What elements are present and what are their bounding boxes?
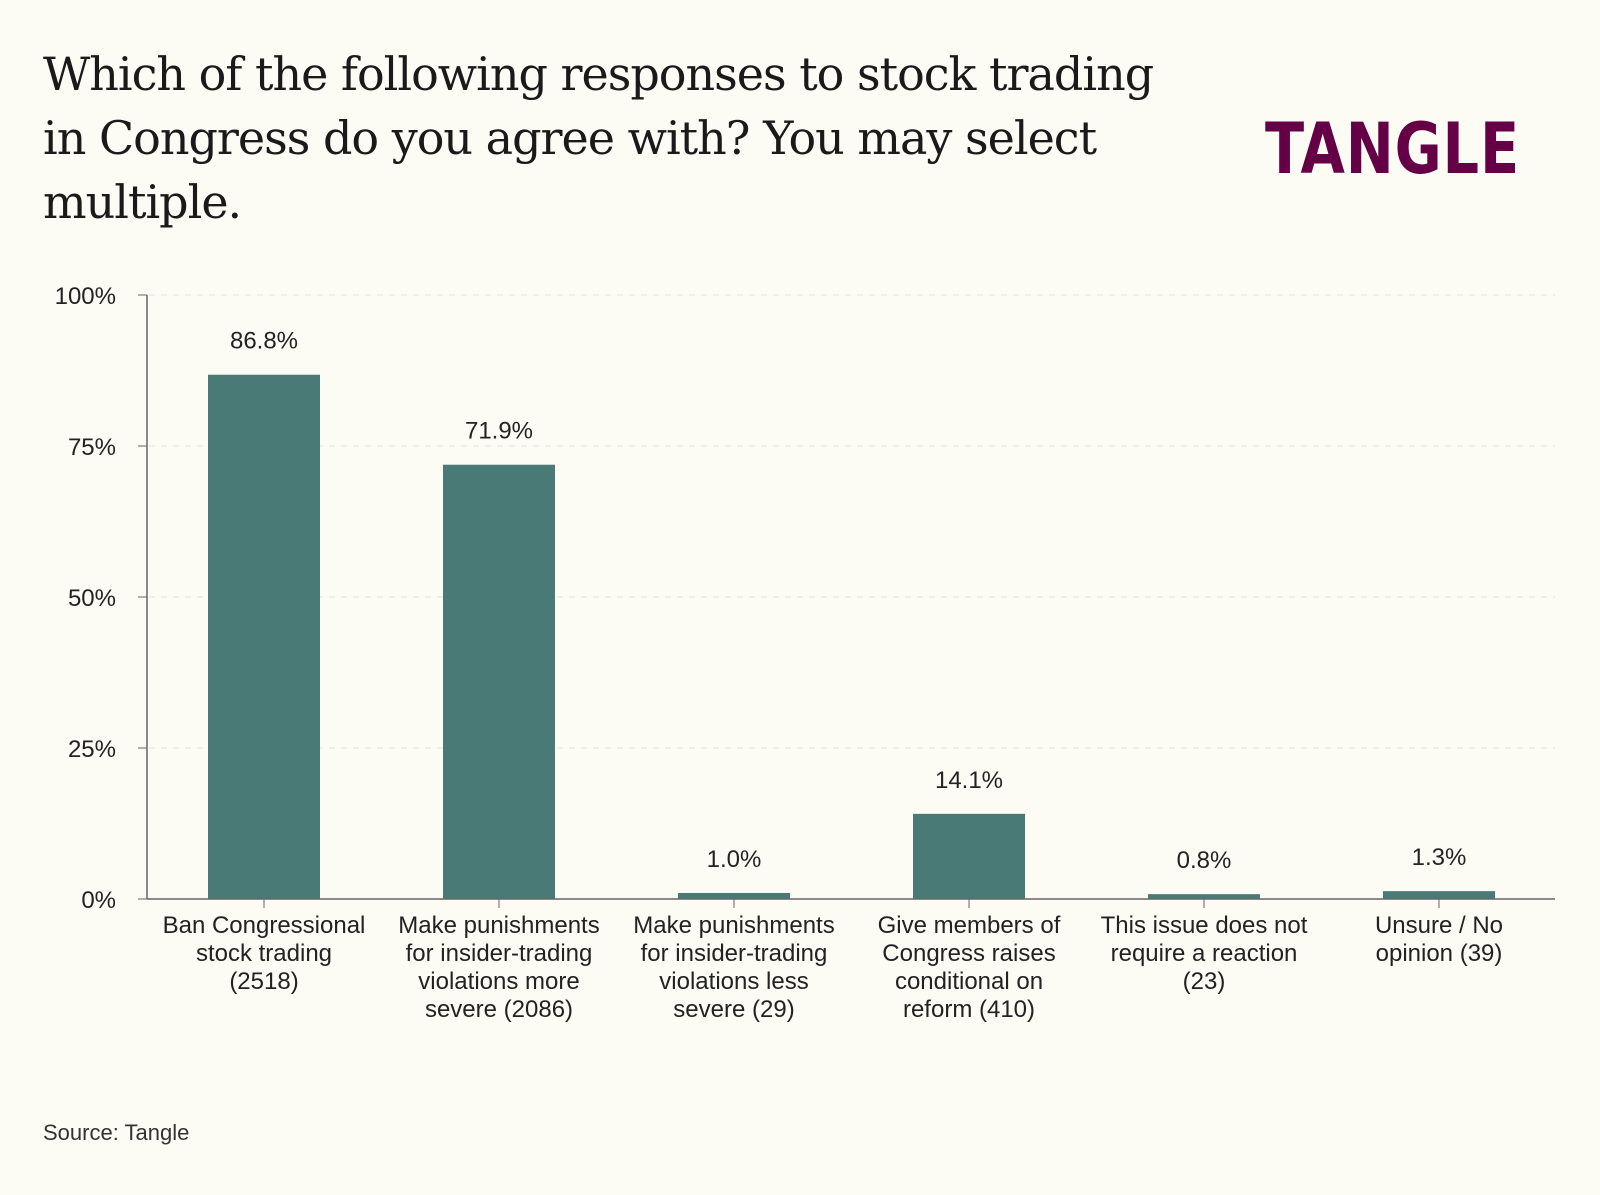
x-tick-label: (23) bbox=[1183, 968, 1226, 995]
y-tick-label: 0% bbox=[81, 887, 116, 914]
bar bbox=[1148, 894, 1260, 899]
x-tick-label: Ban Congressional bbox=[163, 912, 366, 939]
data-label: 86.8% bbox=[230, 328, 298, 355]
x-tick-label: severe (2086) bbox=[425, 996, 573, 1023]
data-label: 0.8% bbox=[1177, 847, 1232, 874]
data-label: 1.3% bbox=[1412, 844, 1467, 871]
x-tick-label: opinion (39) bbox=[1376, 940, 1503, 967]
x-tick-label: Unsure / No bbox=[1375, 912, 1503, 939]
data-label: 14.1% bbox=[935, 767, 1003, 794]
bar bbox=[678, 892, 790, 899]
x-tick-label: severe (29) bbox=[673, 996, 794, 1023]
x-tick-label: reform (410) bbox=[903, 996, 1035, 1023]
x-tick-label: Congress raises bbox=[882, 940, 1055, 967]
y-tick-label: 75% bbox=[68, 434, 116, 461]
x-tick-label: This issue does not bbox=[1101, 912, 1308, 939]
source-note: Source: Tangle bbox=[43, 1120, 190, 1145]
x-tick-label: (2518) bbox=[229, 968, 298, 995]
y-tick-label: 100% bbox=[55, 283, 116, 310]
x-tick-label: Make punishments bbox=[633, 912, 834, 939]
x-tick-label: conditional on bbox=[895, 968, 1043, 995]
x-tick-label: stock trading bbox=[196, 940, 332, 967]
bar bbox=[208, 374, 320, 899]
x-tick-label: violations less bbox=[659, 968, 808, 995]
y-tick-label: 50% bbox=[68, 585, 116, 612]
bar-chart: 0% 25% 50% 75% 100% 86.8% Ban Congressionalsto… bbox=[55, 283, 1555, 1023]
x-tick-label: Make punishments bbox=[398, 912, 599, 939]
bar bbox=[1383, 891, 1495, 899]
bar bbox=[913, 813, 1025, 899]
data-label: 1.0% bbox=[707, 846, 762, 873]
tangle-logo: TANGLE bbox=[1265, 108, 1520, 190]
bar bbox=[443, 464, 555, 899]
chart-title: Which of the following responses to stoc… bbox=[43, 47, 1154, 229]
y-tick-label: 25% bbox=[68, 736, 116, 763]
x-tick-label: Give members of bbox=[878, 912, 1061, 939]
x-tick-label: for insider-trading bbox=[641, 940, 828, 967]
x-tick-label: violations more bbox=[418, 968, 579, 995]
data-label: 71.9% bbox=[465, 418, 533, 445]
x-tick-label: require a reaction bbox=[1111, 940, 1298, 967]
x-tick-label: for insider-trading bbox=[406, 940, 593, 967]
